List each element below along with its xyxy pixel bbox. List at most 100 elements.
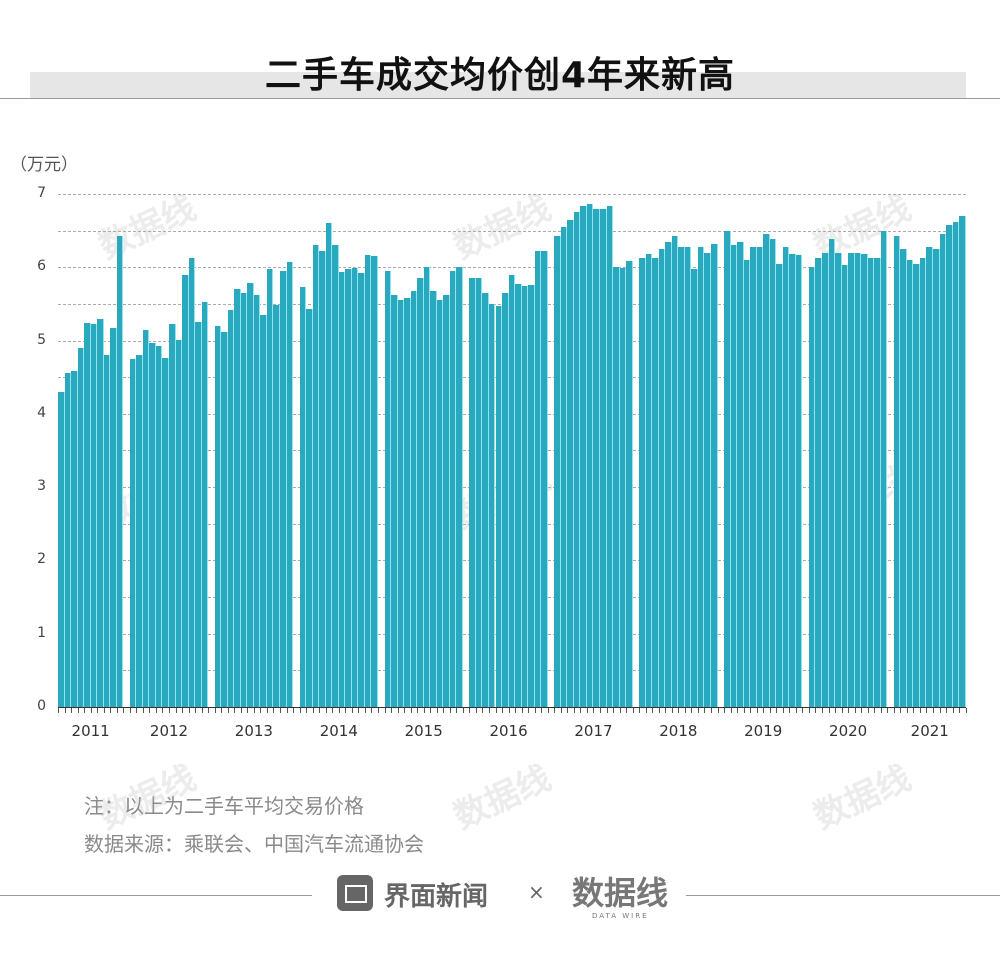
bar bbox=[789, 254, 796, 707]
bar bbox=[129, 358, 137, 707]
x-tick bbox=[77, 708, 79, 713]
bar bbox=[926, 247, 933, 707]
gridline bbox=[58, 193, 966, 195]
bar bbox=[724, 230, 731, 707]
x-tick bbox=[730, 708, 732, 713]
bar bbox=[188, 258, 196, 707]
bar bbox=[528, 284, 535, 707]
gridline bbox=[58, 230, 966, 232]
bar bbox=[266, 269, 274, 707]
x-tick bbox=[384, 708, 386, 713]
bar bbox=[195, 322, 202, 707]
x-tick bbox=[919, 708, 921, 713]
bar bbox=[364, 255, 372, 707]
x-tick bbox=[182, 708, 184, 713]
bar bbox=[854, 252, 862, 707]
x-tick bbox=[312, 708, 314, 713]
x-tick bbox=[913, 708, 915, 713]
x-tick bbox=[377, 708, 379, 713]
jiemian-brand: 界面新闻 bbox=[384, 882, 489, 912]
x-tick bbox=[299, 708, 301, 713]
x-tick bbox=[547, 708, 549, 713]
bar bbox=[338, 272, 346, 707]
bar bbox=[234, 289, 241, 707]
x-tick bbox=[528, 708, 530, 713]
x-tick bbox=[234, 708, 236, 713]
y-tick-label: 4 bbox=[37, 404, 46, 421]
collab-x: × bbox=[528, 880, 545, 904]
x-tick bbox=[495, 708, 497, 713]
bar bbox=[743, 259, 751, 707]
bar bbox=[541, 251, 548, 707]
x-tick bbox=[306, 708, 308, 713]
watermark: 数据线 bbox=[447, 757, 558, 838]
x-tick bbox=[515, 708, 517, 713]
x-tick bbox=[691, 708, 693, 713]
bar bbox=[495, 306, 503, 707]
x-tick-label: 2016 bbox=[489, 722, 528, 740]
x-tick bbox=[175, 708, 177, 713]
x-tick bbox=[782, 708, 784, 713]
bar bbox=[417, 278, 424, 707]
bar bbox=[456, 267, 463, 707]
bar bbox=[828, 239, 836, 707]
x-tick bbox=[188, 708, 190, 713]
x-tick bbox=[482, 708, 484, 713]
x-tick bbox=[502, 708, 504, 713]
bar bbox=[906, 259, 914, 707]
bar bbox=[639, 258, 646, 707]
x-tick bbox=[345, 708, 347, 713]
x-tick bbox=[841, 708, 843, 713]
bar bbox=[71, 371, 78, 707]
bar bbox=[312, 245, 320, 707]
x-tick bbox=[789, 708, 791, 713]
bar bbox=[521, 285, 529, 707]
data-source: 数据来源：乘联会、中国汽车流通协会 bbox=[84, 832, 424, 856]
chart-note: 注：以上为二手车平均交易价格 bbox=[84, 794, 364, 818]
bar bbox=[475, 278, 483, 707]
x-tick bbox=[802, 708, 804, 713]
x-tick bbox=[129, 708, 131, 713]
bar bbox=[560, 226, 568, 707]
bar bbox=[893, 236, 901, 707]
bar bbox=[488, 303, 496, 707]
x-tick bbox=[619, 708, 621, 713]
x-tick-label: 2014 bbox=[319, 722, 358, 740]
x-tick bbox=[136, 708, 138, 713]
x-tick bbox=[965, 708, 967, 713]
bar bbox=[737, 241, 744, 707]
x-tick bbox=[861, 708, 863, 713]
x-tick bbox=[665, 708, 667, 713]
bar bbox=[867, 258, 875, 707]
bar bbox=[730, 245, 738, 707]
x-tick bbox=[835, 708, 837, 713]
x-tick-label: 2013 bbox=[234, 722, 273, 740]
x-tick bbox=[848, 708, 850, 713]
bar bbox=[110, 328, 117, 707]
x-tick bbox=[880, 708, 882, 713]
watermark: 数据线 bbox=[807, 757, 918, 838]
x-tick bbox=[110, 708, 112, 713]
x-tick bbox=[286, 708, 288, 713]
bar bbox=[939, 234, 947, 707]
bar bbox=[358, 273, 365, 707]
x-tick bbox=[808, 708, 810, 713]
bar bbox=[841, 265, 849, 707]
bar bbox=[822, 252, 829, 707]
y-tick-label: 1 bbox=[37, 624, 46, 641]
x-tick bbox=[697, 708, 699, 713]
x-tick bbox=[867, 708, 869, 713]
x-tick bbox=[456, 708, 458, 713]
bar bbox=[182, 274, 189, 707]
bar bbox=[58, 391, 65, 707]
x-tick bbox=[599, 708, 601, 713]
bar bbox=[280, 270, 287, 707]
bar bbox=[90, 324, 98, 707]
x-tick bbox=[776, 708, 778, 713]
bar bbox=[848, 253, 855, 707]
y-tick-label: 7 bbox=[37, 184, 46, 201]
x-tick bbox=[103, 708, 105, 713]
x-tick bbox=[84, 708, 86, 713]
x-tick bbox=[554, 708, 556, 713]
bar bbox=[554, 236, 561, 707]
